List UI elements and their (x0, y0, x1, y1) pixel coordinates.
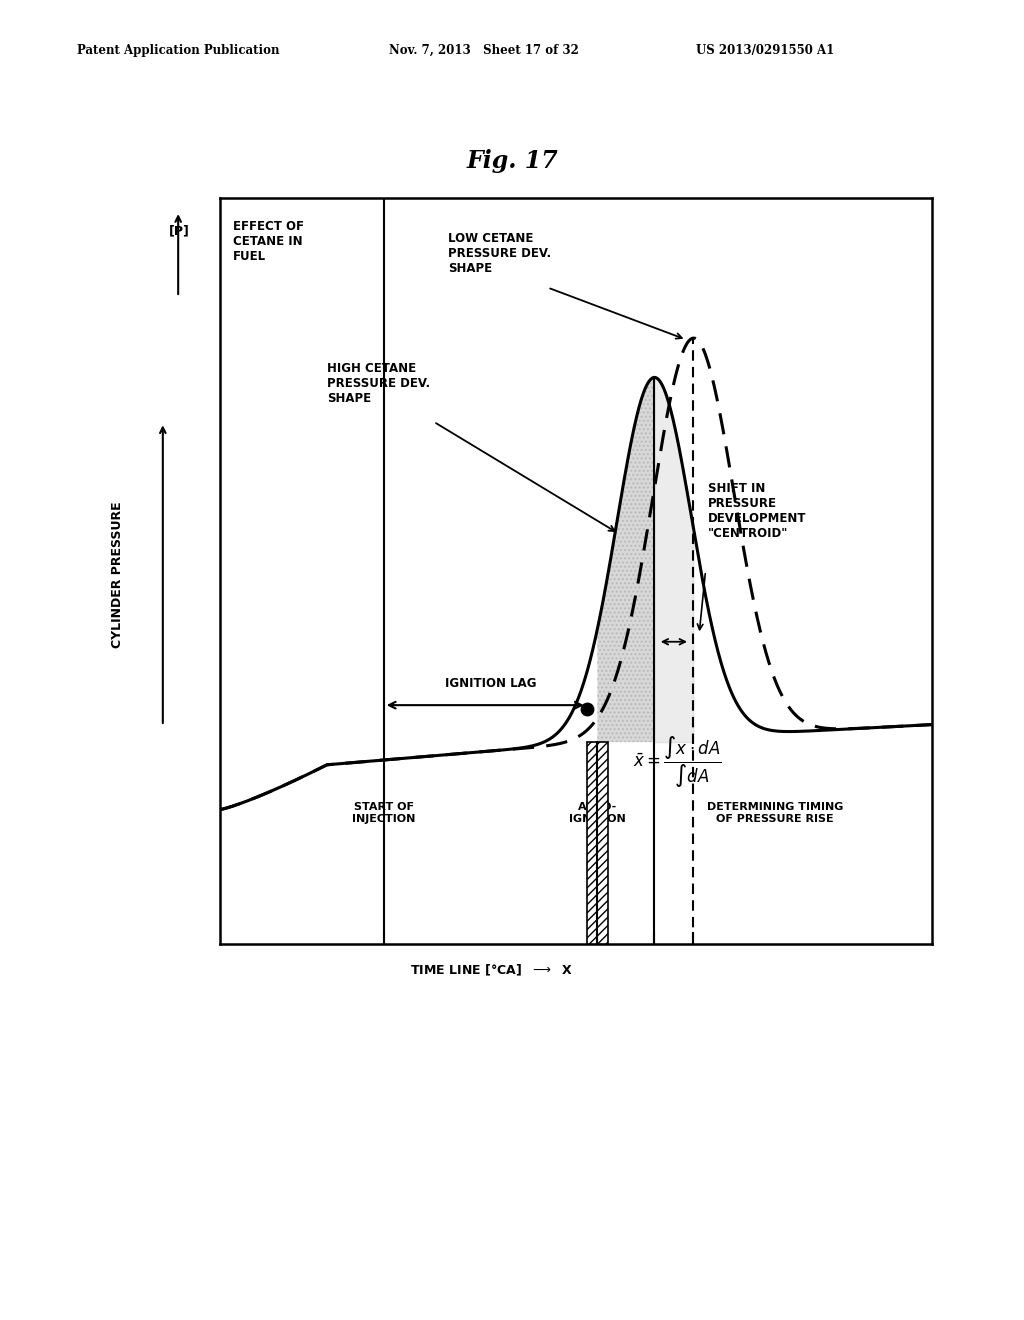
Text: LOW CETANE
PRESSURE DEV.
SHAPE: LOW CETANE PRESSURE DEV. SHAPE (447, 231, 551, 275)
Text: HIGH CETANE
PRESSURE DEV.
SHAPE: HIGH CETANE PRESSURE DEV. SHAPE (327, 362, 430, 405)
Text: EFFECT OF
CETANE IN
FUEL: EFFECT OF CETANE IN FUEL (233, 220, 304, 264)
Text: IGNITION LAG: IGNITION LAG (444, 677, 537, 690)
Text: $\bar{x} = \dfrac{\int x \cdot dA}{\int dA}$: $\bar{x} = \dfrac{\int x \cdot dA}{\int … (633, 735, 721, 791)
Text: CYLINDER PRESSURE: CYLINDER PRESSURE (112, 500, 124, 648)
Text: Fig. 17: Fig. 17 (466, 149, 558, 173)
Text: Patent Application Publication: Patent Application Publication (77, 44, 280, 57)
Text: Nov. 7, 2013   Sheet 17 of 32: Nov. 7, 2013 Sheet 17 of 32 (389, 44, 579, 57)
Text: START OF
INJECTION: START OF INJECTION (352, 803, 416, 824)
Text: TIME LINE [°CA]  $\longrightarrow$  X: TIME LINE [°CA] $\longrightarrow$ X (411, 962, 572, 978)
Text: [P]: [P] (169, 224, 189, 238)
Text: AUTO-
IGNITION: AUTO- IGNITION (569, 803, 626, 824)
Bar (587, 742, 608, 944)
Text: SHIFT IN
PRESSURE
DEVELOPMENT
"CENTROID": SHIFT IN PRESSURE DEVELOPMENT "CENTROID" (708, 482, 806, 540)
Text: US 2013/0291550 A1: US 2013/0291550 A1 (696, 44, 835, 57)
Text: DETERMINING TIMING
OF PRESSURE RISE: DETERMINING TIMING OF PRESSURE RISE (708, 803, 844, 824)
